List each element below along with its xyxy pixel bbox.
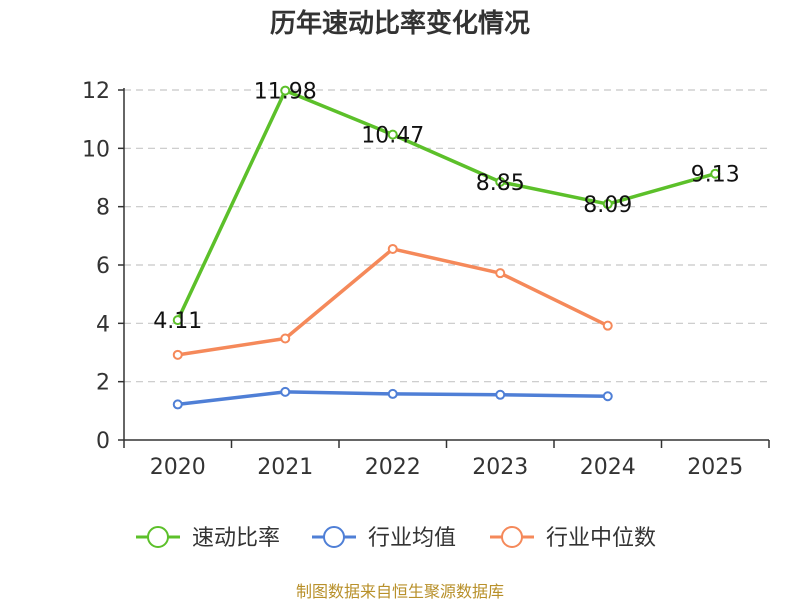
legend-item[interactable]: 行业中位数: [490, 526, 656, 551]
data-point[interactable]: [602, 391, 613, 402]
data-point[interactable]: [710, 168, 721, 179]
legend-label: 行业均值: [368, 526, 456, 551]
y-tick-label: 2: [96, 371, 110, 396]
x-tick-label: 2024: [580, 455, 636, 480]
source-note: 制图数据来自恒生聚源数据库: [296, 582, 504, 600]
y-tick-label: 12: [82, 79, 110, 104]
x-tick-label: 2020: [150, 455, 206, 480]
y-tick-label: 10: [82, 137, 110, 162]
data-point[interactable]: [172, 399, 183, 410]
gridlines: [124, 89, 769, 383]
data-point[interactable]: [602, 199, 613, 210]
legend-label: 速动比率: [192, 526, 280, 551]
x-tick-label: 2021: [257, 455, 313, 480]
y-tick-label: 0: [96, 429, 110, 454]
legend-item[interactable]: 速动比率: [136, 526, 280, 551]
legend-item[interactable]: 行业均值: [312, 526, 456, 551]
data-label: 11.98: [254, 80, 317, 105]
y-tick-label: 8: [96, 196, 110, 221]
legend[interactable]: 速动比率 行业均值 行业中位数: [136, 526, 656, 551]
legend-swatch-marker: [323, 526, 345, 548]
x-tick-label: 2023: [472, 455, 528, 480]
data-point[interactable]: [387, 129, 398, 140]
data-label: 9.13: [691, 163, 740, 188]
data-point[interactable]: [495, 389, 506, 400]
data-label: 4.11: [153, 309, 202, 334]
chart-title: 历年速动比率变化情况: [270, 8, 530, 39]
data-label: 8.09: [583, 193, 632, 218]
legend-swatch-marker: [147, 526, 169, 548]
series-group: [172, 85, 721, 410]
data-point[interactable]: [387, 388, 398, 399]
data-label: 10.47: [361, 124, 424, 149]
legend-swatch-marker: [501, 526, 523, 548]
y-tick-label: 6: [96, 254, 110, 279]
data-point[interactable]: [280, 85, 291, 96]
data-point[interactable]: [172, 349, 183, 360]
data-point[interactable]: [172, 315, 183, 326]
x-tick-label: 2025: [687, 455, 743, 480]
x-tick-label: 2022: [365, 455, 421, 480]
data-labels: 4.11 11.98 10.47 8.85 8.09 9.13: [153, 80, 739, 335]
series-line: [176, 88, 716, 321]
axes: 0 2 4 6 8 10 12 2020 2021 2022 2023 2024 2025: [82, 79, 770, 480]
data-point[interactable]: [280, 386, 291, 397]
data-point[interactable]: [495, 176, 506, 187]
data-point[interactable]: [280, 333, 291, 344]
data-point[interactable]: [495, 268, 506, 279]
data-point[interactable]: [387, 243, 398, 254]
legend-label: 行业中位数: [546, 526, 656, 551]
data-point[interactable]: [602, 320, 613, 331]
data-label: 8.85: [476, 171, 525, 196]
y-tick-label: 4: [96, 312, 110, 337]
